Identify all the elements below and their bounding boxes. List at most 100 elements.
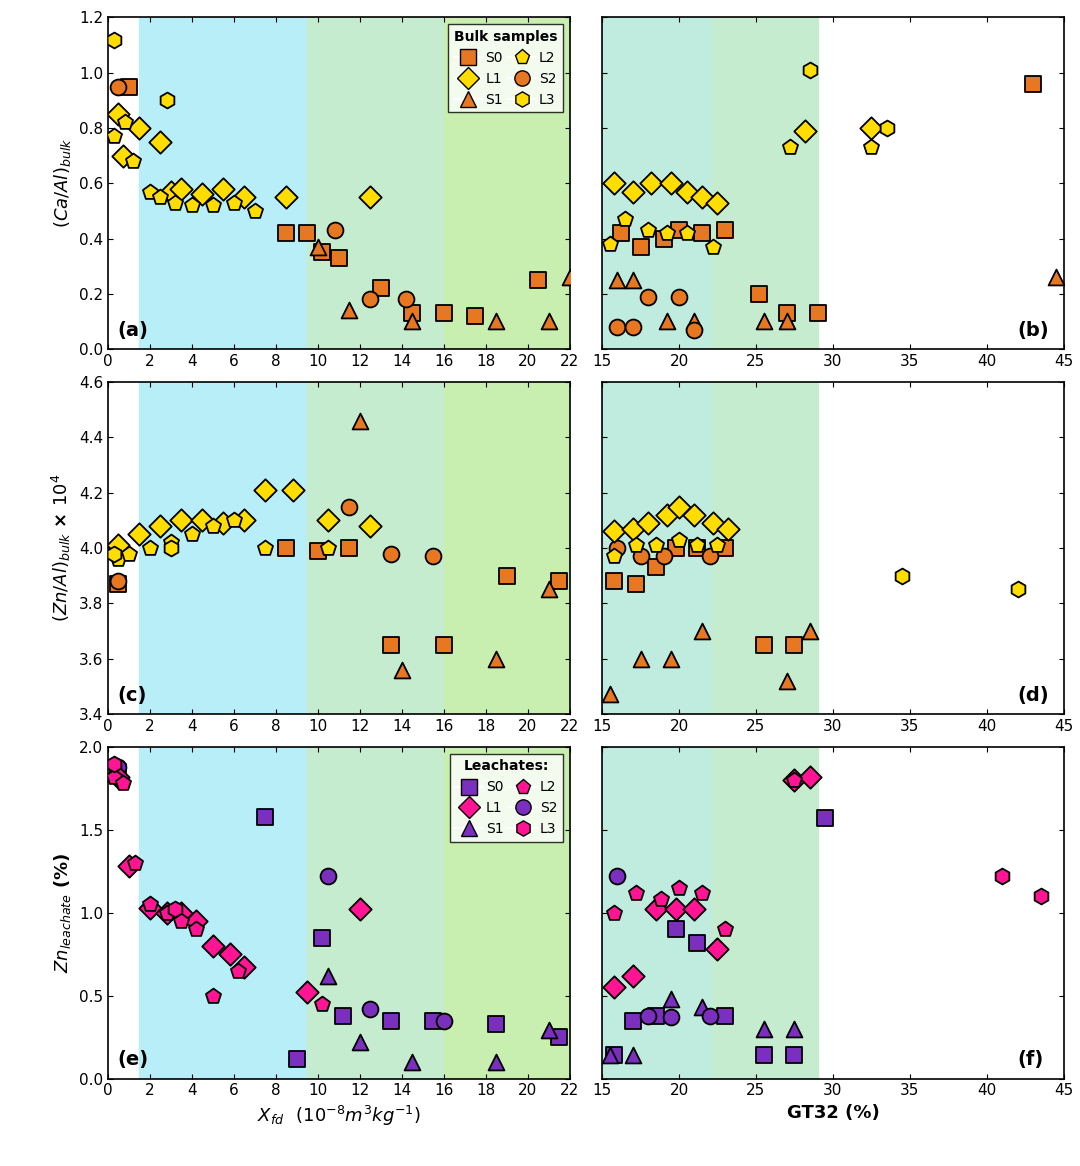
Bar [602, 17, 818, 349]
Point [488, 649, 505, 668]
Point [652, 890, 670, 908]
Legend: S0, L1, S1, L2, S2, L3: S0, L1, S1, L2, S2, L3 [448, 24, 563, 112]
Point [288, 1049, 306, 1068]
Point [110, 77, 127, 96]
Point [188, 920, 205, 939]
Point [162, 533, 179, 552]
Point [627, 575, 645, 593]
Point [708, 940, 726, 958]
Point [193, 185, 211, 204]
Bar [139, 382, 308, 714]
Point [654, 230, 672, 248]
Point [786, 1019, 804, 1038]
Text: (d): (d) [1017, 686, 1050, 704]
Point [1009, 581, 1026, 599]
Point [606, 1046, 623, 1065]
Point [609, 317, 626, 336]
Point [693, 621, 711, 640]
Point [166, 900, 184, 919]
Point [114, 774, 132, 793]
Point [755, 635, 772, 654]
Point [624, 519, 642, 538]
Point [320, 967, 337, 985]
Point [786, 635, 804, 654]
Point [320, 868, 337, 886]
Point [404, 1053, 421, 1072]
Y-axis label: $Zn_{leachate}$ (%): $Zn_{leachate}$ (%) [53, 852, 73, 972]
Point [309, 238, 326, 257]
Point [719, 519, 737, 538]
Point [173, 180, 190, 198]
Point [152, 188, 170, 206]
Point [786, 771, 804, 789]
Point [309, 541, 326, 560]
Point [184, 525, 201, 543]
Point [351, 412, 368, 430]
Point [627, 884, 645, 902]
Point [246, 202, 264, 220]
Point [816, 809, 834, 828]
Point [110, 758, 127, 777]
Bar [602, 382, 710, 714]
Point [529, 271, 546, 289]
Point [612, 224, 630, 243]
Point [313, 995, 330, 1013]
Point [667, 900, 685, 919]
Point [781, 138, 798, 156]
Point [235, 958, 253, 977]
Point [786, 1046, 804, 1065]
Point [488, 1014, 505, 1033]
Point [671, 878, 688, 897]
Point [278, 539, 295, 557]
Point [340, 301, 357, 319]
Point [540, 1021, 557, 1040]
Point [158, 904, 175, 922]
Point [602, 234, 619, 253]
Point [313, 928, 330, 947]
Point [551, 571, 568, 590]
Point [110, 105, 127, 124]
Point [299, 983, 316, 1002]
Point [686, 506, 703, 525]
Point [667, 920, 685, 939]
Point [663, 990, 680, 1009]
Point [716, 1006, 733, 1025]
Point [624, 1011, 642, 1030]
Point [755, 312, 772, 331]
Point [658, 224, 675, 243]
Bar [444, 747, 570, 1079]
Point [671, 531, 688, 549]
Bar [602, 747, 710, 1079]
Point [126, 854, 144, 872]
Point [257, 807, 274, 826]
Point [716, 539, 733, 557]
Point [689, 539, 706, 557]
Point [708, 194, 726, 212]
Point [671, 497, 688, 515]
Point [158, 91, 175, 110]
Point [362, 290, 379, 309]
Point [204, 936, 221, 955]
Point [141, 899, 159, 918]
Point [658, 312, 675, 331]
Point [382, 545, 400, 563]
Bar [444, 17, 570, 349]
Point [257, 480, 274, 499]
Point [658, 506, 675, 525]
Legend: S0, L1, S1, L2, S2, L3: S0, L1, S1, L2, S2, L3 [450, 754, 563, 842]
Point [424, 1011, 442, 1030]
Point [162, 539, 179, 557]
Point [278, 224, 295, 243]
Point [704, 238, 721, 257]
Point [498, 567, 515, 585]
Point [994, 868, 1011, 886]
Point [173, 912, 190, 930]
Point [693, 884, 711, 902]
Point [166, 194, 184, 212]
Point [686, 312, 703, 331]
Point [141, 539, 159, 557]
Point [654, 547, 672, 566]
Point [639, 514, 657, 533]
Point [120, 857, 137, 876]
Point [114, 146, 132, 164]
